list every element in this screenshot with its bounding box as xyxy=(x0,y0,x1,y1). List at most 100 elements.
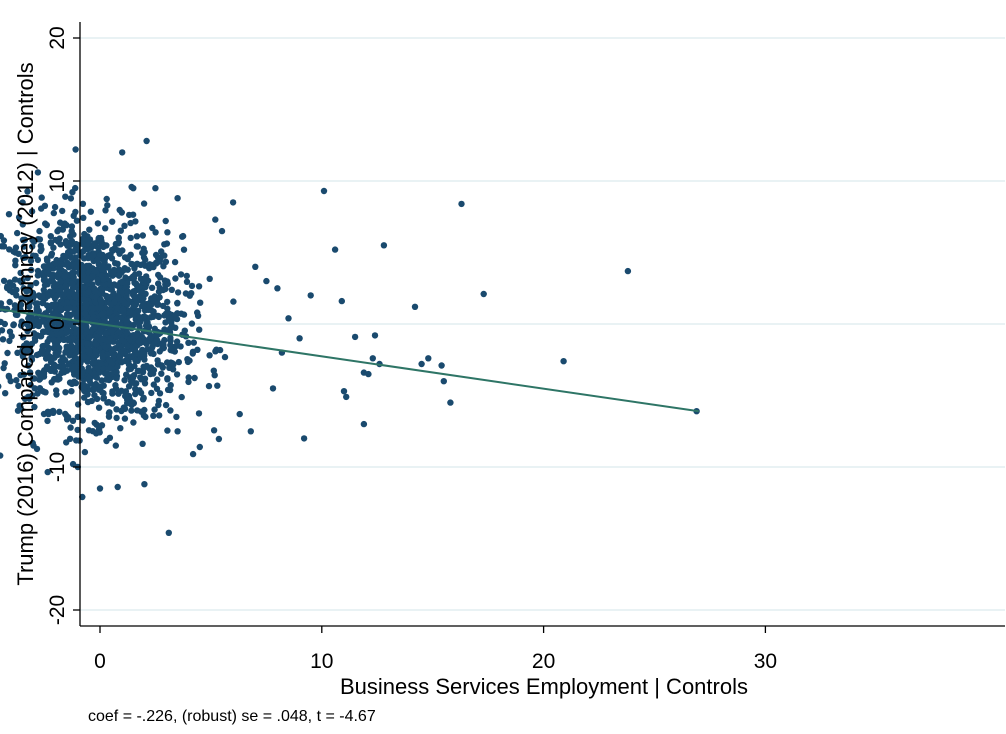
data-point xyxy=(37,247,44,255)
data-point xyxy=(153,336,161,344)
data-point xyxy=(140,200,148,207)
data-point xyxy=(167,382,174,389)
data-point xyxy=(62,439,70,446)
data-point xyxy=(85,288,92,296)
data-point xyxy=(221,353,229,361)
data-point xyxy=(338,297,345,305)
data-point xyxy=(320,187,328,195)
data-point xyxy=(205,382,213,390)
data-point xyxy=(206,352,213,359)
data-point xyxy=(52,310,59,318)
data-point xyxy=(61,356,69,364)
data-point xyxy=(174,289,182,296)
data-point xyxy=(174,428,181,435)
data-point xyxy=(154,301,161,308)
data-point xyxy=(63,222,70,229)
data-point xyxy=(44,468,51,476)
data-point xyxy=(62,254,69,261)
data-point xyxy=(167,407,174,414)
data-point xyxy=(123,283,130,291)
data-point xyxy=(26,370,34,377)
data-point xyxy=(47,353,54,361)
data-point xyxy=(17,371,24,379)
data-point xyxy=(181,327,188,334)
data-point xyxy=(212,216,219,223)
data-point xyxy=(64,414,72,421)
y-tick-label: 10 xyxy=(46,169,69,192)
data-point xyxy=(65,361,72,368)
x-tick-label: 0 xyxy=(94,650,106,673)
data-point xyxy=(86,347,93,354)
data-point xyxy=(106,309,113,316)
data-point xyxy=(91,385,98,393)
data-point xyxy=(0,300,5,307)
data-point xyxy=(236,410,243,418)
data-point xyxy=(40,286,47,294)
data-point xyxy=(105,409,113,417)
data-point xyxy=(0,383,2,390)
data-point xyxy=(15,214,23,221)
data-point xyxy=(130,333,137,340)
data-point xyxy=(189,350,196,357)
data-point xyxy=(79,345,86,352)
data-point xyxy=(27,257,35,265)
data-point xyxy=(124,400,131,407)
data-point xyxy=(0,232,4,240)
data-point xyxy=(137,318,144,325)
data-point xyxy=(7,377,14,385)
data-point xyxy=(103,292,110,300)
data-point xyxy=(188,320,196,327)
data-point xyxy=(19,277,26,284)
data-point xyxy=(31,385,38,392)
data-point xyxy=(188,290,195,297)
data-point xyxy=(26,303,33,311)
data-point xyxy=(71,363,79,371)
data-point xyxy=(69,417,77,424)
data-point xyxy=(37,242,44,250)
data-point xyxy=(114,304,121,311)
data-point xyxy=(91,392,98,399)
data-point xyxy=(81,277,89,284)
data-point xyxy=(53,292,60,300)
data-point xyxy=(117,227,125,234)
data-point xyxy=(122,274,129,281)
data-point xyxy=(172,311,179,319)
data-point xyxy=(194,312,202,319)
y-tick-label: 20 xyxy=(46,26,69,49)
data-point xyxy=(97,297,105,304)
data-point xyxy=(155,401,162,409)
data-point xyxy=(34,169,42,176)
data-point xyxy=(177,343,184,350)
data-point xyxy=(41,263,48,270)
data-point xyxy=(159,340,167,347)
data-point xyxy=(458,200,465,208)
data-point xyxy=(141,356,148,363)
data-point xyxy=(92,333,100,340)
data-point xyxy=(79,235,87,243)
data-point xyxy=(168,322,176,330)
data-point xyxy=(62,282,69,290)
data-point xyxy=(144,277,152,284)
data-point xyxy=(151,406,158,413)
x-axis-title: Business Services Employment | Controls xyxy=(340,674,748,699)
data-point xyxy=(67,233,74,240)
data-point xyxy=(66,352,73,359)
data-point xyxy=(124,266,131,273)
data-point xyxy=(6,287,14,294)
data-point xyxy=(173,338,181,345)
data-point xyxy=(107,335,114,342)
data-point xyxy=(447,399,454,406)
data-point xyxy=(159,252,166,259)
data-point xyxy=(34,236,42,243)
data-point xyxy=(50,278,57,286)
data-point xyxy=(29,243,36,250)
data-point xyxy=(14,349,21,356)
data-point xyxy=(92,340,100,348)
data-point xyxy=(113,282,121,289)
data-point xyxy=(91,285,98,293)
data-point xyxy=(0,243,8,250)
data-point xyxy=(371,332,379,339)
data-point xyxy=(155,288,163,295)
data-point xyxy=(191,374,198,382)
data-point xyxy=(24,274,31,282)
